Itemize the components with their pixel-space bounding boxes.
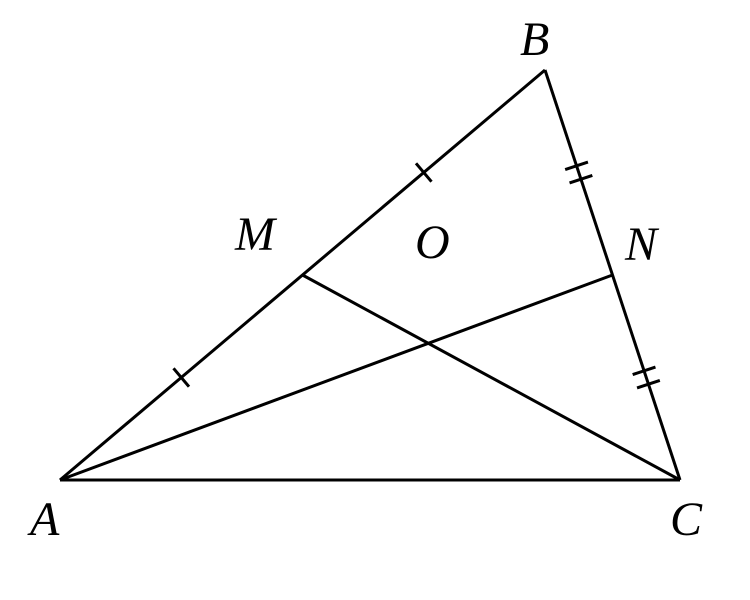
edges-layer — [60, 70, 680, 480]
geometry-diagram: A B C M N O — [0, 0, 750, 600]
midpoint-label-n: N — [624, 218, 660, 271]
centroid-label-o: O — [415, 216, 450, 269]
vertex-label-c: C — [670, 493, 703, 546]
vertex-label-b: B — [520, 13, 549, 66]
vertex-label-a: A — [27, 493, 60, 546]
midpoint-label-m: M — [234, 208, 278, 261]
edge-a-n — [60, 275, 613, 480]
